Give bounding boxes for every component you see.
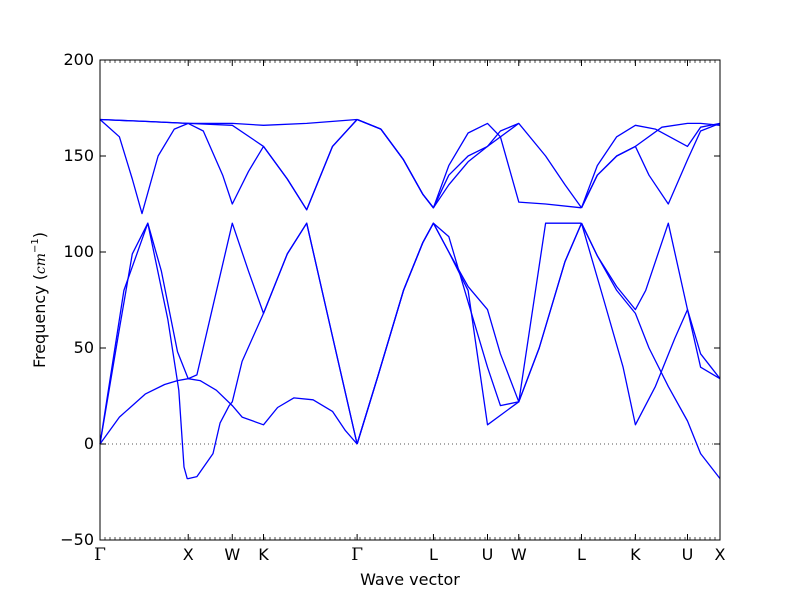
x-tick-label: K [630, 545, 641, 564]
y-tick-label: 0 [84, 434, 94, 453]
y-axis-label-suffix: ) [30, 232, 49, 238]
series-group [99, 118, 721, 480]
dispersion-branch-13 [580, 122, 721, 209]
x-tick-label: X [183, 545, 194, 564]
dispersion-branch-2 [99, 378, 358, 445]
y-tick-label: 50 [74, 338, 94, 357]
x-axis-label: Wave vector [360, 570, 460, 589]
dispersion-branch-4 [99, 119, 358, 215]
dispersion-branch-9 [356, 118, 520, 209]
dispersion-branch-16 [580, 222, 721, 479]
y-ticks: −50 0 50 100 150 200 [60, 50, 720, 549]
y-axis-label: Frequency (cm−1) [30, 232, 49, 368]
dispersion-branch-8 [356, 118, 582, 209]
x-tick-label: Γ [351, 545, 363, 565]
y-axis-label-exp: −1 [30, 238, 41, 253]
dispersion-branch-5 [99, 118, 358, 126]
x-tick-label: U [482, 545, 494, 564]
y-tick-label: 100 [63, 242, 94, 261]
x-tick-label: K [258, 545, 269, 564]
dispersion-branch-17 [580, 222, 721, 380]
x-tick-label: U [682, 545, 694, 564]
y-axis-label-prefix: Frequency ( [30, 274, 49, 368]
dispersion-branch-18 [580, 223, 721, 426]
minor-ticks [99, 60, 721, 540]
dispersion-branch-1 [99, 222, 358, 480]
x-tick-label: X [715, 545, 726, 564]
x-tick-label: L [577, 545, 586, 564]
y-tick-label: 200 [63, 50, 94, 69]
x-tick-label: L [429, 545, 438, 564]
y-axis-label-unit: cm [33, 253, 49, 274]
y-tick-label: −50 [60, 530, 94, 549]
dispersion-branch-3 [99, 222, 358, 445]
x-tick-label: W [511, 545, 527, 564]
dispersion-branch-12 [356, 222, 583, 445]
x-tick-label: W [224, 545, 240, 564]
dispersion-branch-6 [99, 118, 358, 211]
x-tick-label: Γ [94, 545, 106, 565]
dispersion-branch-15 [580, 122, 721, 209]
y-tick-label: 150 [63, 146, 94, 165]
